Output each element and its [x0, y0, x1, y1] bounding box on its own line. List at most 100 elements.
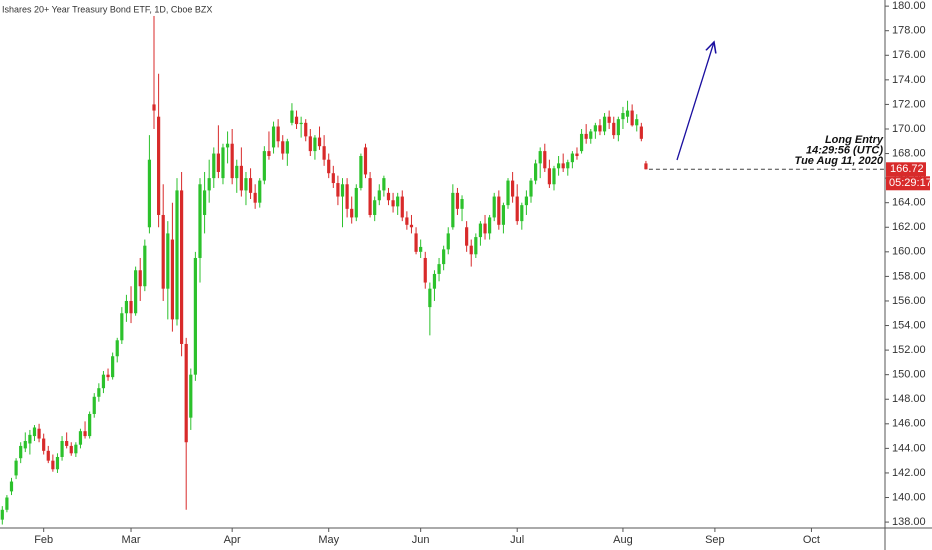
- candle-body: [547, 168, 551, 185]
- candle-body: [42, 438, 46, 451]
- y-tick-label: 158.00: [892, 270, 926, 282]
- candle-body: [497, 196, 501, 225]
- candle-body: [161, 214, 165, 289]
- candle-body: [65, 441, 69, 446]
- candle-body: [258, 180, 262, 203]
- candle-body: [460, 199, 464, 209]
- y-tick-label: 156.00: [892, 295, 926, 307]
- candle-body: [543, 151, 547, 169]
- x-tick-label: May: [318, 534, 339, 546]
- candle-body: [423, 257, 427, 283]
- candle-body: [414, 233, 418, 252]
- y-tick-label: 180.00: [892, 0, 926, 12]
- candle-body: [529, 180, 533, 197]
- candle-body: [299, 122, 303, 125]
- candle-body: [304, 122, 308, 137]
- candle-body: [409, 224, 414, 228]
- candle-body: [336, 183, 340, 197]
- candle-body: [14, 460, 18, 476]
- candle-body: [363, 147, 368, 175]
- y-tick-label: 178.00: [892, 25, 926, 37]
- candle-body: [419, 246, 423, 252]
- candle-body: [147, 159, 152, 228]
- price-tag-label: 166.72: [890, 163, 924, 175]
- chart-title: Ishares 20+ Year Treasury Bond ETF, 1D, …: [2, 4, 212, 14]
- candle-body: [474, 237, 478, 255]
- y-tick-label: 140.00: [892, 491, 926, 503]
- candle-body: [212, 153, 216, 179]
- candle-body: [579, 133, 584, 152]
- candle-body: [170, 239, 175, 320]
- candle-body: [202, 190, 207, 215]
- candle-body: [106, 374, 110, 378]
- candle-body: [230, 143, 234, 179]
- x-tick-label: Oct: [803, 534, 820, 546]
- y-tick-label: 164.00: [892, 197, 926, 209]
- candle-body: [221, 147, 225, 179]
- candle-body: [32, 427, 37, 437]
- candle-body: [552, 168, 556, 185]
- candle-body: [78, 431, 83, 445]
- candle-body: [506, 180, 510, 206]
- candle-body: [625, 110, 630, 117]
- candle-body: [465, 227, 469, 246]
- candle-body: [120, 313, 124, 341]
- candle-body: [561, 163, 565, 169]
- candle-body: [308, 136, 312, 152]
- candle-body: [69, 445, 73, 454]
- candle-body: [359, 156, 363, 188]
- candle-body: [566, 162, 570, 169]
- candle-body: [469, 245, 473, 255]
- annotation: 14:29:56 (UTC): [806, 145, 883, 157]
- candle-body: [244, 178, 248, 191]
- candle-body: [345, 184, 349, 209]
- candle-body: [152, 104, 156, 111]
- candle-body: [602, 116, 607, 132]
- candle-body: [432, 273, 437, 289]
- candle-body: [166, 233, 170, 289]
- candle-body: [501, 205, 506, 225]
- y-tick-label: 162.00: [892, 221, 926, 233]
- candle-body: [290, 110, 294, 123]
- candle-body: [193, 257, 197, 375]
- candle-body: [198, 184, 202, 258]
- candle-body: [515, 196, 519, 222]
- candle-body: [175, 190, 179, 320]
- countdown-tag: [886, 176, 930, 191]
- x-tick-label: Apr: [224, 534, 241, 546]
- candle-body: [51, 460, 55, 470]
- candle-body: [612, 122, 616, 136]
- candle-body: [621, 113, 625, 120]
- x-tick-label: Feb: [34, 534, 53, 546]
- candle-body: [478, 223, 483, 238]
- candle-body: [115, 340, 119, 357]
- candle-body: [635, 119, 639, 126]
- y-tick-label: 142.00: [892, 467, 926, 479]
- candle-body: [225, 143, 230, 148]
- candle-body: [437, 264, 441, 274]
- candle-body: [101, 374, 106, 389]
- candle-body: [538, 151, 542, 164]
- candle-body: [570, 153, 574, 163]
- candle-body: [396, 196, 400, 207]
- candle-body: [589, 131, 593, 139]
- candle-body: [271, 126, 276, 148]
- candle-body: [340, 184, 345, 197]
- candle-body: [74, 444, 78, 454]
- candle-body: [322, 146, 326, 160]
- candle-body: [134, 270, 138, 314]
- candle-body: [382, 178, 386, 191]
- y-tick-label: 160.00: [892, 246, 926, 258]
- x-tick-label: Jun: [412, 534, 430, 546]
- candle-body: [5, 497, 9, 510]
- candle-body: [492, 196, 496, 218]
- arrow: [676, 42, 714, 161]
- y-tick-label: 146.00: [892, 418, 926, 430]
- candle-body: [124, 300, 129, 314]
- y-tick-label: 148.00: [892, 393, 926, 405]
- candle-body: [143, 245, 147, 287]
- y-tick-label: 138.00: [892, 516, 926, 528]
- candle-body: [533, 163, 538, 181]
